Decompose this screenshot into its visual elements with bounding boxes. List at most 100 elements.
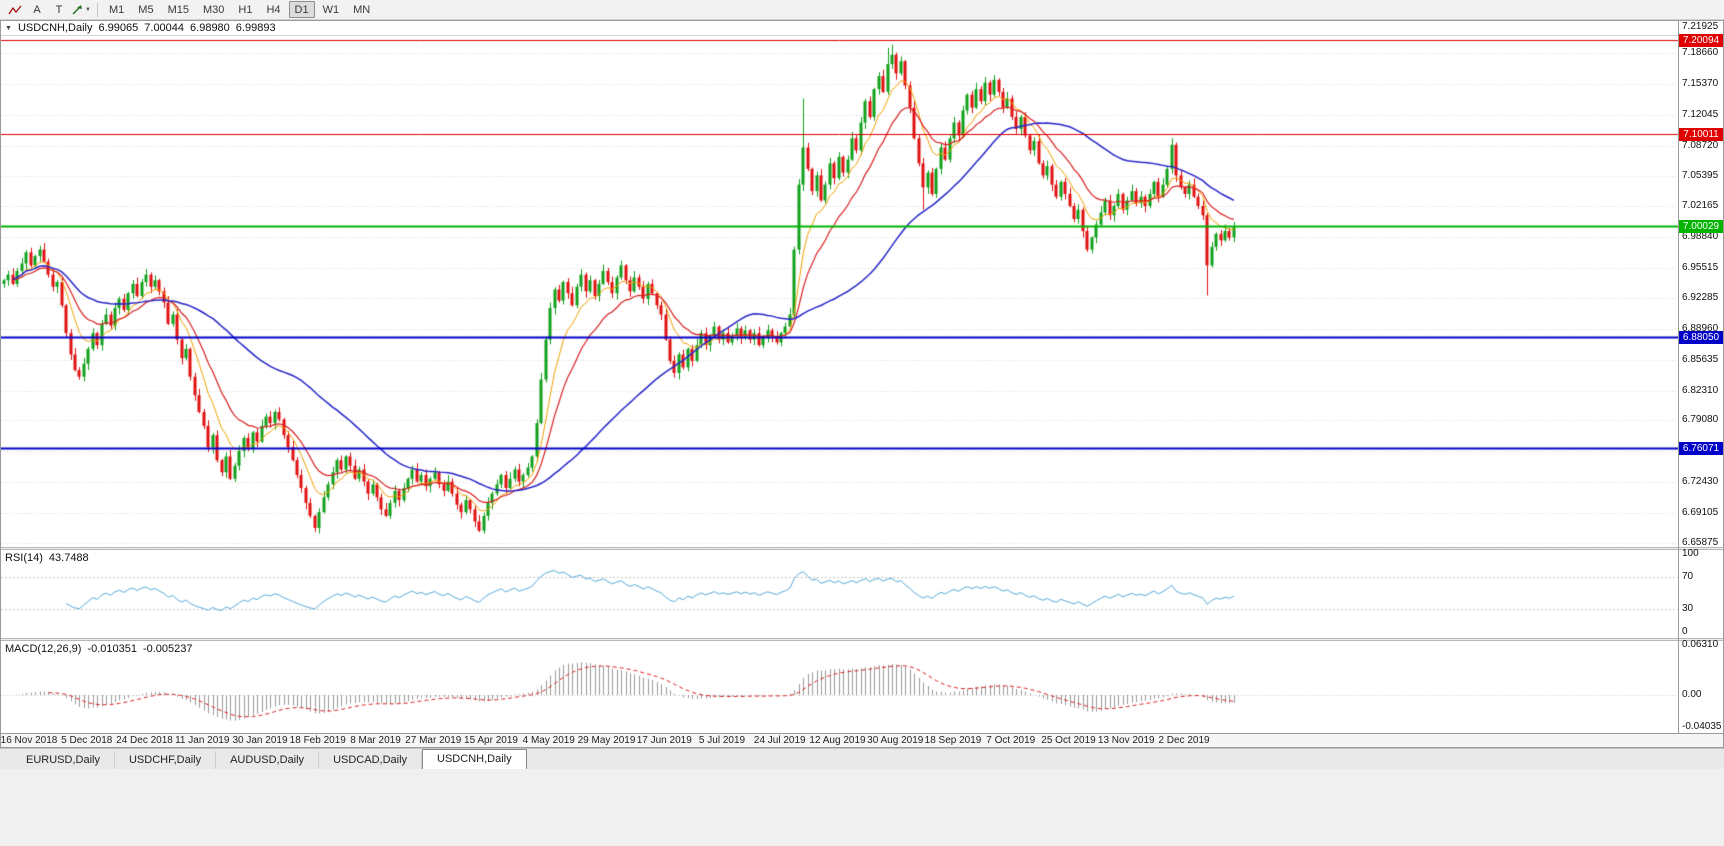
timeframe-button-group: M1 M5 M15 M30 H1 H4 D1 W1 MN <box>103 1 376 18</box>
rsi-tick-label: 0 <box>1682 626 1688 637</box>
price-tick-label: 6.95515 <box>1682 262 1719 273</box>
line-studies-icon[interactable] <box>4 2 26 18</box>
price-line-label: 7.10011 <box>1679 128 1723 141</box>
time-scale[interactable]: 16 Nov 2018 5 Dec 2018 24 Dec 2018 11 Jan 2… <box>1 733 1723 747</box>
text-tool-button[interactable]: A <box>33 3 41 16</box>
price-chart-canvas[interactable] <box>1 21 1678 547</box>
price-tick-label: 6.69105 <box>1682 507 1719 518</box>
date-label: 24 Jul 2019 <box>753 735 806 746</box>
macd-indicator-label: MACD(12,26,9) -0.010351 -0.005237 <box>5 643 193 655</box>
ohlc-close: 6.99893 <box>235 22 276 34</box>
macd-tick-label: 0.06310 <box>1682 639 1719 650</box>
rsi-tick-label: 30 <box>1682 603 1694 614</box>
panel-splitter[interactable] <box>1 547 1723 550</box>
date-label: 5 Dec 2018 <box>61 735 113 746</box>
date-label: 18 Sep 2019 <box>924 735 982 746</box>
date-label: 2 Dec 2019 <box>1158 735 1210 746</box>
price-tick-label: 7.15370 <box>1682 78 1719 89</box>
macd-tick-label: -0.04035 <box>1682 721 1722 732</box>
price-line-label: 6.88050 <box>1679 331 1723 344</box>
price-tick-label: 6.85635 <box>1682 354 1719 365</box>
rsi-tick-label: 100 <box>1682 548 1699 559</box>
timeframe-button-w1[interactable]: W1 <box>322 3 340 16</box>
chart-tab-bar: EURUSD,Daily USDCHF,Daily AUDUSD,Daily USDC… <box>0 748 1724 769</box>
date-label: 27 Mar 2019 <box>405 735 462 746</box>
scale-divider <box>1678 21 1679 733</box>
panel-splitter[interactable] <box>1 638 1723 641</box>
date-label: 29 May 2019 <box>577 735 636 746</box>
price-tick-label: 6.72430 <box>1682 476 1719 487</box>
macd-main-value: -0.010351 <box>87 643 137 655</box>
price-tick-label: 7.08720 <box>1682 140 1719 151</box>
price-tick-label: 6.79080 <box>1682 414 1719 425</box>
ohlc-low: 6.98980 <box>190 22 230 34</box>
chart-header: ▼ USDCNH,Daily 6.99065 7.00044 6.98980 6… <box>1 21 1678 36</box>
price-tick-label: 7.02165 <box>1682 200 1719 211</box>
chart-window: ▼ USDCNH,Daily 6.99065 7.00044 6.98980 6… <box>0 20 1724 748</box>
price-tick-label: 7.05395 <box>1682 170 1719 181</box>
date-label: 5 Jul 2019 <box>698 735 746 746</box>
date-label: 25 Oct 2019 <box>1041 735 1096 746</box>
price-tick-label: 6.82310 <box>1682 385 1719 396</box>
rsi-name: RSI(14) <box>5 552 43 564</box>
price-scale[interactable]: 7.21925 7.18660 7.15370 7.12045 7.08720 7.053… <box>1679 21 1723 733</box>
price-tick-label: 7.21925 <box>1682 21 1719 32</box>
symbol-label: USDCNH,Daily <box>17 22 93 34</box>
date-label: 15 Apr 2019 <box>464 735 518 746</box>
timeframe-button-d1[interactable]: D1 <box>288 1 315 18</box>
date-label: 11 Jan 2019 <box>175 735 230 746</box>
timeframe-button-m5[interactable]: M5 <box>138 3 154 16</box>
date-label: 13 Nov 2019 <box>1097 735 1155 746</box>
rsi-value: 43.7488 <box>48 552 89 564</box>
timeframe-button-h1[interactable]: H1 <box>238 3 253 16</box>
price-tick-label: 6.98840 <box>1682 231 1719 242</box>
date-label: 30 Aug 2019 <box>867 735 924 746</box>
ohlc-open: 6.99065 <box>98 22 139 34</box>
timeframe-button-h4[interactable]: H4 <box>266 3 281 16</box>
date-label: 24 Dec 2018 <box>116 735 173 746</box>
price-tick-label: 6.88960 <box>1682 323 1719 334</box>
rsi-indicator-label: RSI(14) 43.7488 <box>5 552 89 564</box>
arrow-icon <box>72 4 83 14</box>
date-label: 12 Aug 2019 <box>809 735 866 746</box>
rsi-tick-label: 70 <box>1682 571 1694 582</box>
chart-tab-usdcad[interactable]: USDCAD,Daily <box>319 751 423 769</box>
chart-tab-usdcnh[interactable]: USDCNH,Daily <box>422 749 527 769</box>
zigzag-icon <box>8 5 22 14</box>
price-tick-label: 6.92285 <box>1682 292 1719 303</box>
date-label: 30 Jan 2019 <box>232 735 288 746</box>
price-line-label: 7.00029 <box>1679 220 1723 233</box>
macd-tick-label: 0.00 <box>1682 689 1702 700</box>
date-label: 8 Mar 2019 <box>350 735 401 746</box>
timeframe-button-m30[interactable]: M30 <box>202 3 225 16</box>
rsi-indicator-canvas[interactable] <box>1 550 1678 638</box>
date-label: 4 May 2019 <box>522 735 575 746</box>
price-tick-label: 6.65875 <box>1682 537 1719 548</box>
toolbar: A T ▼ M1 M5 M15 M30 H1 H4 D1 W1 MN <box>0 0 1724 20</box>
pointer-tool-button[interactable]: T <box>55 3 63 16</box>
chart-tab-eurusd[interactable]: EURUSD,Daily <box>12 751 115 769</box>
date-label: 16 Nov 2018 <box>0 735 58 746</box>
price-line-label: 7.20094 <box>1679 34 1723 47</box>
collapse-icon[interactable]: ▼ <box>5 24 12 32</box>
macd-name: MACD(12,26,9) <box>5 643 82 655</box>
date-label: 7 Oct 2019 <box>986 735 1036 746</box>
price-tick-label: 7.12045 <box>1682 109 1719 120</box>
chevron-down-icon: ▼ <box>85 6 91 13</box>
timeframe-button-m15[interactable]: M15 <box>167 3 189 16</box>
timeframe-button-m1[interactable]: M1 <box>109 3 125 16</box>
chart-tab-usdchf[interactable]: USDCHF,Daily <box>115 751 217 769</box>
macd-indicator-canvas[interactable] <box>1 641 1678 733</box>
window-background <box>0 769 1724 846</box>
shapes-dropdown-button[interactable]: ▼ <box>70 2 92 18</box>
ohlc-high: 7.00044 <box>144 22 185 34</box>
date-label: 17 Jun 2019 <box>636 735 692 746</box>
date-label: 18 Feb 2019 <box>289 735 346 746</box>
timeframe-button-mn[interactable]: MN <box>353 3 371 16</box>
price-line-label: 6.76071 <box>1679 442 1723 455</box>
chart-tab-audusd[interactable]: AUDUSD,Daily <box>216 751 320 769</box>
price-tick-label: 7.18660 <box>1682 47 1719 58</box>
macd-signal-value: -0.005237 <box>142 643 193 655</box>
toolbar-separator <box>97 2 98 17</box>
